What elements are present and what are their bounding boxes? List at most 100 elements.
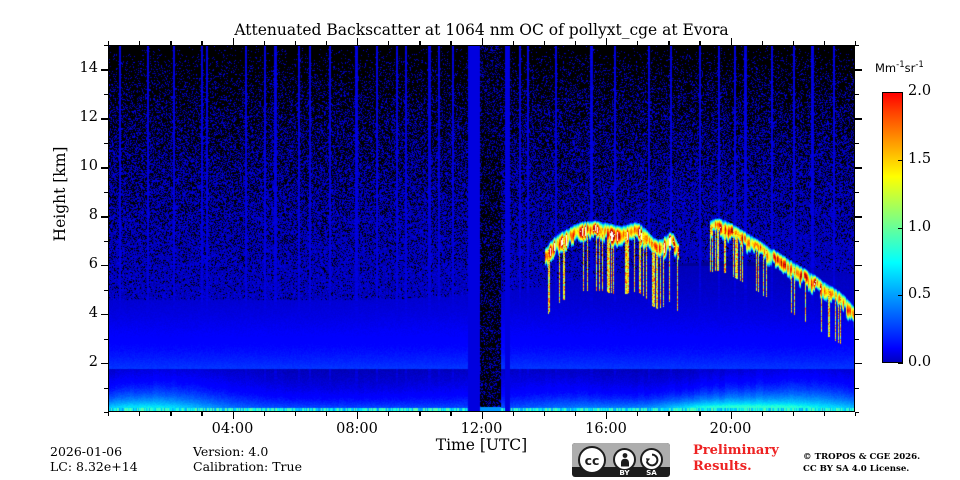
x-major-tick (730, 412, 732, 419)
y-tick-label: 14 (79, 60, 98, 77)
y-minor-tick-right (855, 412, 859, 414)
x-minor-tick-top (823, 41, 826, 45)
footer-lidar-constant: LC: 8.32e+14 (50, 459, 138, 474)
colorbar-unit-mid: sr (904, 60, 916, 75)
cc-sa-label: SA (646, 468, 657, 477)
x-minor-tick (263, 412, 265, 416)
x-minor-tick-top (792, 41, 795, 45)
x-major-tick-top (232, 38, 234, 45)
x-major-tick (606, 412, 608, 419)
copyright-notice: © TROPOS & CGE 2026. CC BY SA 4.0 Licens… (803, 452, 920, 475)
y-axis-label: Height [km] (51, 146, 69, 242)
x-tick-label: 16:00 (585, 421, 627, 437)
y-major-tick-right (855, 69, 862, 71)
colorbar-tick (898, 159, 903, 161)
x-minor-tick (792, 412, 795, 416)
x-minor-tick (108, 412, 110, 416)
y-minor-tick (104, 191, 108, 194)
colorbar-unit-sup1: -1 (896, 60, 905, 70)
x-tick-label: 04:00 (211, 421, 254, 437)
x-minor-tick-top (170, 41, 172, 45)
x-major-tick-top (730, 38, 732, 45)
x-minor-tick-top (699, 41, 701, 45)
y-tick-label: 8 (88, 207, 98, 224)
y-major-tick (101, 216, 108, 218)
x-minor-tick-top (512, 41, 514, 45)
x-major-tick-top (606, 38, 608, 45)
cc-by-sa-badge-icon[interactable]: cc BY SA (572, 443, 670, 477)
footer-version: Version: 4.0 (193, 444, 269, 459)
cc-logo-text: cc (584, 452, 600, 468)
x-minor-tick-top (325, 41, 328, 45)
y-major-tick-right (855, 216, 862, 218)
x-minor-tick (450, 412, 452, 416)
y-tick-label: 10 (79, 158, 98, 175)
x-minor-tick-top (201, 41, 203, 45)
colorbar-tick-label: 0.5 (908, 286, 932, 303)
x-minor-tick-top (668, 41, 670, 45)
colorbar-tick-label: 1.0 (908, 218, 932, 235)
y-major-tick (101, 363, 108, 365)
footer-calibration: Calibration: True (193, 459, 302, 474)
colorbar-unit-main: Mm (875, 60, 897, 75)
plot-area[interactable] (108, 45, 855, 412)
x-minor-tick-top (419, 41, 421, 45)
colorbar-tick-label: 2.0 (908, 83, 932, 99)
colorbar-tick (898, 227, 903, 229)
y-minor-tick (104, 240, 108, 243)
preliminary-line-1: Preliminary (693, 443, 779, 458)
y-tick-label: 6 (88, 256, 98, 273)
x-minor-tick (201, 412, 203, 416)
x-minor-tick (668, 412, 670, 416)
cc-logo-icon: cc (578, 446, 606, 474)
x-minor-tick-top (637, 41, 639, 45)
y-minor-tick (104, 387, 108, 389)
x-minor-tick (419, 412, 421, 416)
x-minor-tick-top (543, 41, 546, 45)
y-major-tick (101, 265, 108, 267)
x-tick-label: 20:00 (709, 421, 752, 437)
x-major-tick (481, 412, 483, 419)
x-minor-tick-top (855, 41, 857, 45)
y-major-tick (101, 314, 108, 316)
x-minor-tick-top (108, 41, 110, 45)
x-minor-tick-top (294, 41, 297, 45)
colorbar-tick-label: 1.5 (908, 150, 932, 167)
person-glyph-icon (620, 452, 629, 466)
colorbar-tick-label: 0.0 (908, 354, 932, 370)
y-minor-tick-right (855, 191, 859, 194)
y-minor-tick-right (855, 93, 859, 96)
x-axis-label: Time [UTC] (435, 436, 528, 454)
x-major-tick-top (481, 38, 483, 45)
x-minor-tick (325, 412, 328, 416)
y-major-tick-right (855, 314, 862, 316)
x-minor-tick-top (574, 41, 577, 45)
x-minor-tick (761, 412, 763, 416)
x-minor-tick-top (263, 41, 265, 45)
copyright-line-2: CC BY SA 4.0 License. (803, 463, 910, 474)
x-minor-tick (823, 412, 826, 416)
colorbar-unit-sup2: -1 (915, 60, 924, 70)
y-minor-tick (104, 93, 108, 96)
y-minor-tick (104, 142, 108, 145)
y-tick-label: 2 (88, 354, 98, 371)
y-minor-tick (104, 45, 108, 47)
colorbar-tick (898, 363, 903, 365)
y-major-tick (101, 167, 108, 169)
y-minor-tick (104, 289, 108, 291)
y-minor-tick-right (855, 240, 859, 243)
x-tick-label: 12:00 (460, 421, 503, 437)
cc-sa-share-alike-icon (640, 448, 663, 471)
x-minor-tick (543, 412, 546, 416)
colorbar-unit-label: Mm-1sr-1 (875, 60, 924, 75)
y-major-tick-right (855, 167, 862, 169)
y-minor-tick (104, 338, 108, 340)
footer-date: 2026-01-06 (50, 444, 123, 459)
x-major-tick (232, 412, 234, 419)
copyright-line-1: © TROPOS & CGE 2026. (803, 452, 921, 462)
y-minor-tick-right (855, 45, 859, 47)
page-title: Attenuated Backscatter at 1064 nm OC of … (234, 21, 729, 39)
y-major-tick-right (855, 265, 862, 267)
backscatter-heatmap (109, 46, 854, 411)
